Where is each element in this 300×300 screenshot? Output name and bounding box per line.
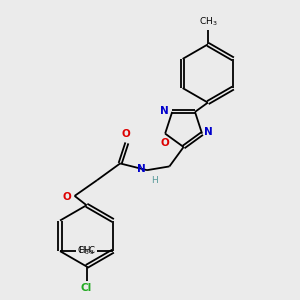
Text: H: H (151, 176, 158, 185)
Text: O: O (160, 138, 169, 148)
Text: N: N (204, 127, 213, 137)
Text: O: O (63, 192, 72, 202)
Text: O: O (122, 129, 130, 139)
Text: CH$_3$: CH$_3$ (199, 15, 217, 28)
Text: Cl: Cl (81, 283, 92, 292)
Text: N: N (137, 164, 146, 174)
Text: CH$_3$: CH$_3$ (77, 244, 95, 257)
Text: N: N (160, 106, 169, 116)
Text: H$_3$C: H$_3$C (78, 244, 96, 257)
